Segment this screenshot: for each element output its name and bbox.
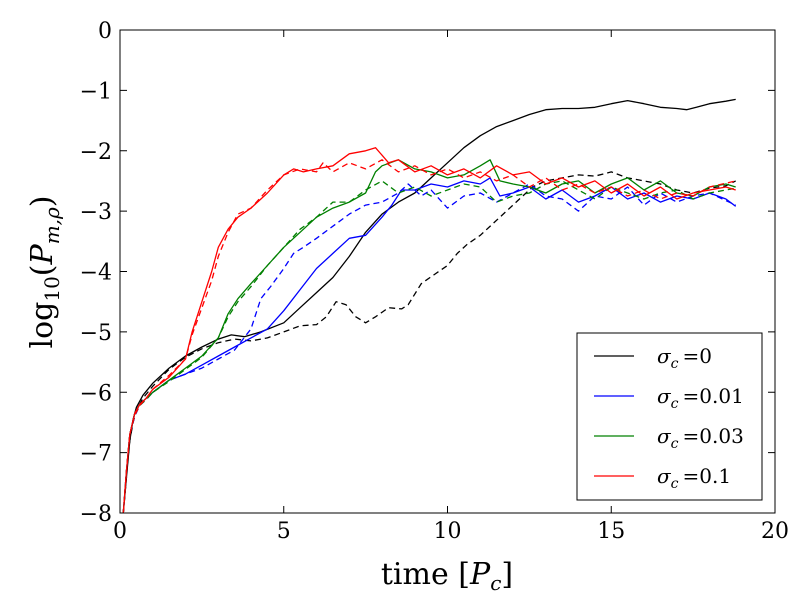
legend-label-sub: c	[671, 396, 679, 412]
x-tick-label: 10	[434, 519, 462, 544]
x-tick-label: 15	[597, 519, 625, 544]
y-tick-label: −6	[80, 381, 112, 406]
x-axis-label-unit: P	[469, 557, 491, 592]
y-axis-label-func-sub: 10	[40, 276, 64, 301]
legend-label-value: =0.1	[683, 464, 732, 488]
x-axis-label-unit-sub: c	[490, 571, 501, 595]
y-axis-label-arg-sub: m,ρ	[40, 207, 64, 244]
y-axis-label-func: log	[25, 302, 60, 349]
y-axis-label-paren-close: )	[25, 195, 60, 207]
ticks-layer: 0 5 10 15 20 0 −1 −2 −3 −4 −5 −6 −7 −8	[80, 19, 789, 544]
legend-box	[576, 332, 763, 501]
series-line-0	[122, 98, 736, 514]
legend-label: σc =0.1	[657, 464, 731, 492]
x-axis-label-bracket-open: [	[458, 557, 470, 592]
legend-label: σc =0	[657, 344, 712, 372]
y-tick-label: −4	[80, 261, 112, 286]
y-tick-label: −3	[80, 200, 112, 225]
legend-label-sub: c	[671, 356, 679, 372]
x-axis-label: time [Pc]	[381, 557, 513, 595]
legend-label: σc =0.01	[657, 384, 744, 412]
legend-label-sub: c	[671, 436, 679, 452]
y-tick-label: −5	[80, 321, 112, 346]
y-axis-label-arg: P	[25, 243, 60, 265]
series-line-1	[122, 171, 736, 514]
legend-label-symbol: σ	[657, 424, 672, 448]
legend-label-sub: c	[671, 476, 679, 492]
legend-label-value: =0	[683, 344, 712, 368]
y-tick-label: 0	[98, 19, 112, 44]
y-tick-label: −1	[80, 79, 112, 104]
legend-label: σc =0.03	[657, 424, 744, 452]
legend-label-symbol: σ	[657, 384, 672, 408]
x-tick-label: 20	[761, 519, 789, 544]
legend-label-symbol: σ	[657, 464, 672, 488]
legend-label-value: =0.03	[683, 424, 744, 448]
y-tick-label: −2	[80, 140, 112, 165]
y-tick-label: −8	[80, 502, 112, 527]
x-tick-label: 5	[277, 519, 291, 544]
x-axis-label-bracket-close: ]	[501, 557, 513, 592]
y-tick-label: −7	[80, 442, 112, 467]
x-axis-label-main: time	[381, 557, 449, 592]
series-line-7	[122, 159, 736, 514]
y-axis-label: log10(Pm,ρ)	[25, 195, 64, 348]
legend-label-value: =0.01	[683, 384, 744, 408]
x-tick-label: 0	[113, 519, 127, 544]
legend-label-symbol: σ	[657, 344, 672, 368]
y-axis-label-paren-open: (	[25, 264, 60, 276]
series-layer	[122, 98, 737, 514]
